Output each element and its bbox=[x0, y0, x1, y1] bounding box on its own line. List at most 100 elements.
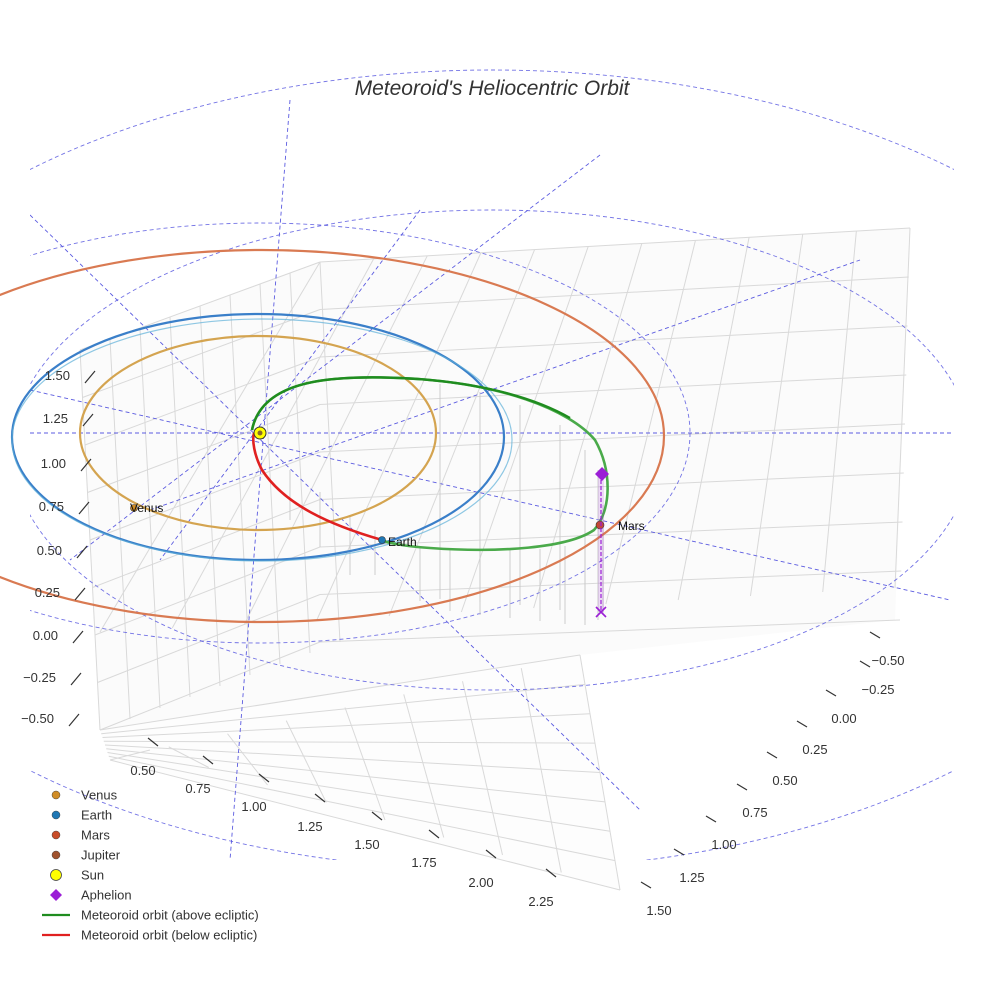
y-tick-mark bbox=[705, 815, 717, 823]
legend-label: Earth bbox=[81, 808, 112, 823]
x-tick-mark bbox=[371, 811, 383, 821]
grid-line bbox=[108, 755, 616, 862]
legend-label: Jupiter bbox=[81, 848, 121, 863]
grid-line bbox=[319, 472, 904, 500]
grid-line bbox=[316, 252, 482, 621]
y-tick-label: 0.00 bbox=[831, 711, 856, 726]
grid-line bbox=[285, 720, 327, 803]
grid-line bbox=[244, 255, 428, 625]
reference-spoke bbox=[159, 209, 421, 561]
grid-line bbox=[533, 243, 643, 609]
grid-line bbox=[101, 683, 586, 735]
legend-marker-venus bbox=[51, 790, 61, 800]
y-tick-label: 1.50 bbox=[646, 903, 671, 918]
grid-line bbox=[199, 305, 221, 687]
z-tick-label: 1.00 bbox=[41, 456, 66, 471]
grid-line bbox=[84, 356, 321, 446]
legend-label: Aphelion bbox=[81, 888, 132, 903]
grid-line bbox=[99, 654, 581, 731]
x-tick-mark bbox=[485, 849, 497, 859]
x-tick-label: 1.00 bbox=[241, 799, 266, 814]
reference-spoke bbox=[30, 389, 951, 601]
grid-line bbox=[103, 740, 596, 744]
z-tick-label: 0.50 bbox=[37, 543, 62, 558]
x-tick-mark bbox=[147, 737, 159, 747]
legend-marker-sun bbox=[50, 869, 62, 881]
y-tick-mark bbox=[796, 720, 808, 728]
z-tick-mark bbox=[72, 630, 84, 644]
venus-orbit bbox=[78, 334, 438, 532]
grid-line bbox=[403, 694, 445, 838]
grid-line bbox=[344, 707, 386, 821]
grid-line bbox=[259, 283, 281, 665]
z-tick-label: −0.50 bbox=[21, 711, 54, 726]
x-tick-mark bbox=[314, 793, 326, 803]
legend-label: Mars bbox=[81, 828, 110, 843]
legend-label: Venus bbox=[81, 788, 118, 803]
grid-line bbox=[109, 759, 621, 891]
y-tick-label: 0.50 bbox=[772, 773, 797, 788]
z-tick-mark bbox=[82, 413, 94, 427]
legend-label: Meteoroid orbit (above ecliptic) bbox=[81, 908, 259, 923]
grid-line bbox=[894, 227, 911, 589]
y-tick-label: 1.25 bbox=[679, 870, 704, 885]
y-tick-label: 0.25 bbox=[802, 742, 827, 757]
z-tick-label: 0.75 bbox=[39, 499, 64, 514]
z-tick-mark bbox=[84, 370, 96, 384]
grid-line bbox=[229, 294, 251, 676]
reference-circle bbox=[30, 69, 954, 860]
reference-spoke bbox=[69, 154, 601, 561]
venus-label: Venus bbox=[130, 501, 163, 515]
venus-marker bbox=[130, 504, 138, 512]
x-tick-label: 2.00 bbox=[468, 875, 493, 890]
body-markers: Venus Earth Mars bbox=[130, 426, 645, 618]
legend-marker-earth bbox=[51, 810, 61, 820]
earth-label: Earth bbox=[388, 535, 417, 549]
x-tick-mark bbox=[258, 773, 270, 783]
grid-line bbox=[107, 752, 611, 832]
grid-lines bbox=[79, 227, 911, 891]
grid-line bbox=[605, 240, 696, 605]
legend-marker-jupiter bbox=[51, 850, 61, 860]
x-tick-label: 0.50 bbox=[130, 763, 155, 778]
y-tick-mark bbox=[766, 751, 778, 759]
grid-line bbox=[139, 327, 161, 709]
y-tick-mark bbox=[869, 631, 881, 639]
y-tick-label: −0.50 bbox=[872, 653, 905, 668]
grid-line bbox=[319, 276, 909, 310]
grid-line bbox=[319, 521, 903, 548]
grid-line bbox=[319, 619, 901, 643]
z-tick-label: −0.25 bbox=[23, 670, 56, 685]
z-tick-mark bbox=[76, 545, 88, 559]
y-tick-mark bbox=[673, 848, 685, 856]
earth-marker bbox=[378, 536, 386, 544]
y-tick-mark bbox=[640, 881, 652, 889]
grid-line bbox=[82, 309, 321, 398]
legend-label: Meteoroid orbit (below ecliptic) bbox=[81, 928, 257, 943]
grid-line bbox=[462, 681, 503, 856]
grid-line bbox=[169, 316, 191, 698]
x-tick-label: 2.25 bbox=[528, 894, 553, 909]
legend-label: Sun bbox=[81, 868, 104, 883]
meteoroid-orbit bbox=[250, 376, 609, 552]
grid-line bbox=[677, 237, 750, 601]
reference-spoke bbox=[30, 214, 641, 811]
orbit-drop-lines bbox=[289, 384, 604, 625]
floor-pane bbox=[100, 655, 620, 890]
reference-circles bbox=[30, 69, 954, 860]
x-tick-label: 1.25 bbox=[297, 819, 322, 834]
grid-line bbox=[289, 272, 311, 654]
z-tick-mark bbox=[78, 501, 90, 515]
x-tick-label: 1.75 bbox=[411, 855, 436, 870]
y-tick-label: 1.00 bbox=[711, 837, 736, 852]
x-tick-label: 1.50 bbox=[354, 837, 379, 852]
reference-circle bbox=[30, 209, 954, 691]
earth-orbit-echo bbox=[11, 318, 513, 562]
grid-line bbox=[520, 668, 562, 873]
mars-marker bbox=[595, 520, 605, 530]
mars-label: Mars bbox=[618, 519, 645, 533]
x-tick-mark bbox=[545, 868, 557, 878]
grid-line bbox=[822, 231, 857, 593]
back-pane bbox=[80, 228, 910, 730]
legend-marker-mars bbox=[51, 830, 61, 840]
